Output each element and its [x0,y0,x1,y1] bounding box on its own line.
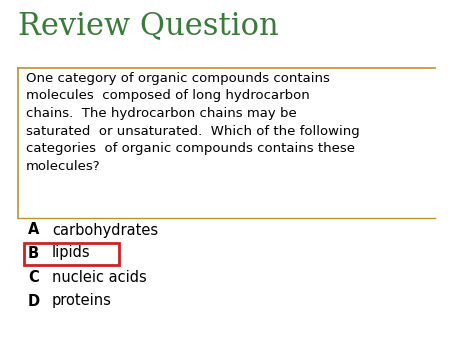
Text: C: C [28,269,39,285]
Text: carbohydrates: carbohydrates [52,222,158,238]
Text: One category of organic compounds contains
molecules  composed of long hydrocarb: One category of organic compounds contai… [26,72,360,172]
Text: Review Question: Review Question [18,10,279,41]
Text: lipids: lipids [52,245,90,261]
Text: proteins: proteins [52,293,112,309]
Text: D: D [28,293,40,309]
Bar [24,243,119,265]
Text: B: B [28,245,39,261]
Text: A: A [28,222,40,238]
Text: nucleic acids: nucleic acids [52,269,147,285]
